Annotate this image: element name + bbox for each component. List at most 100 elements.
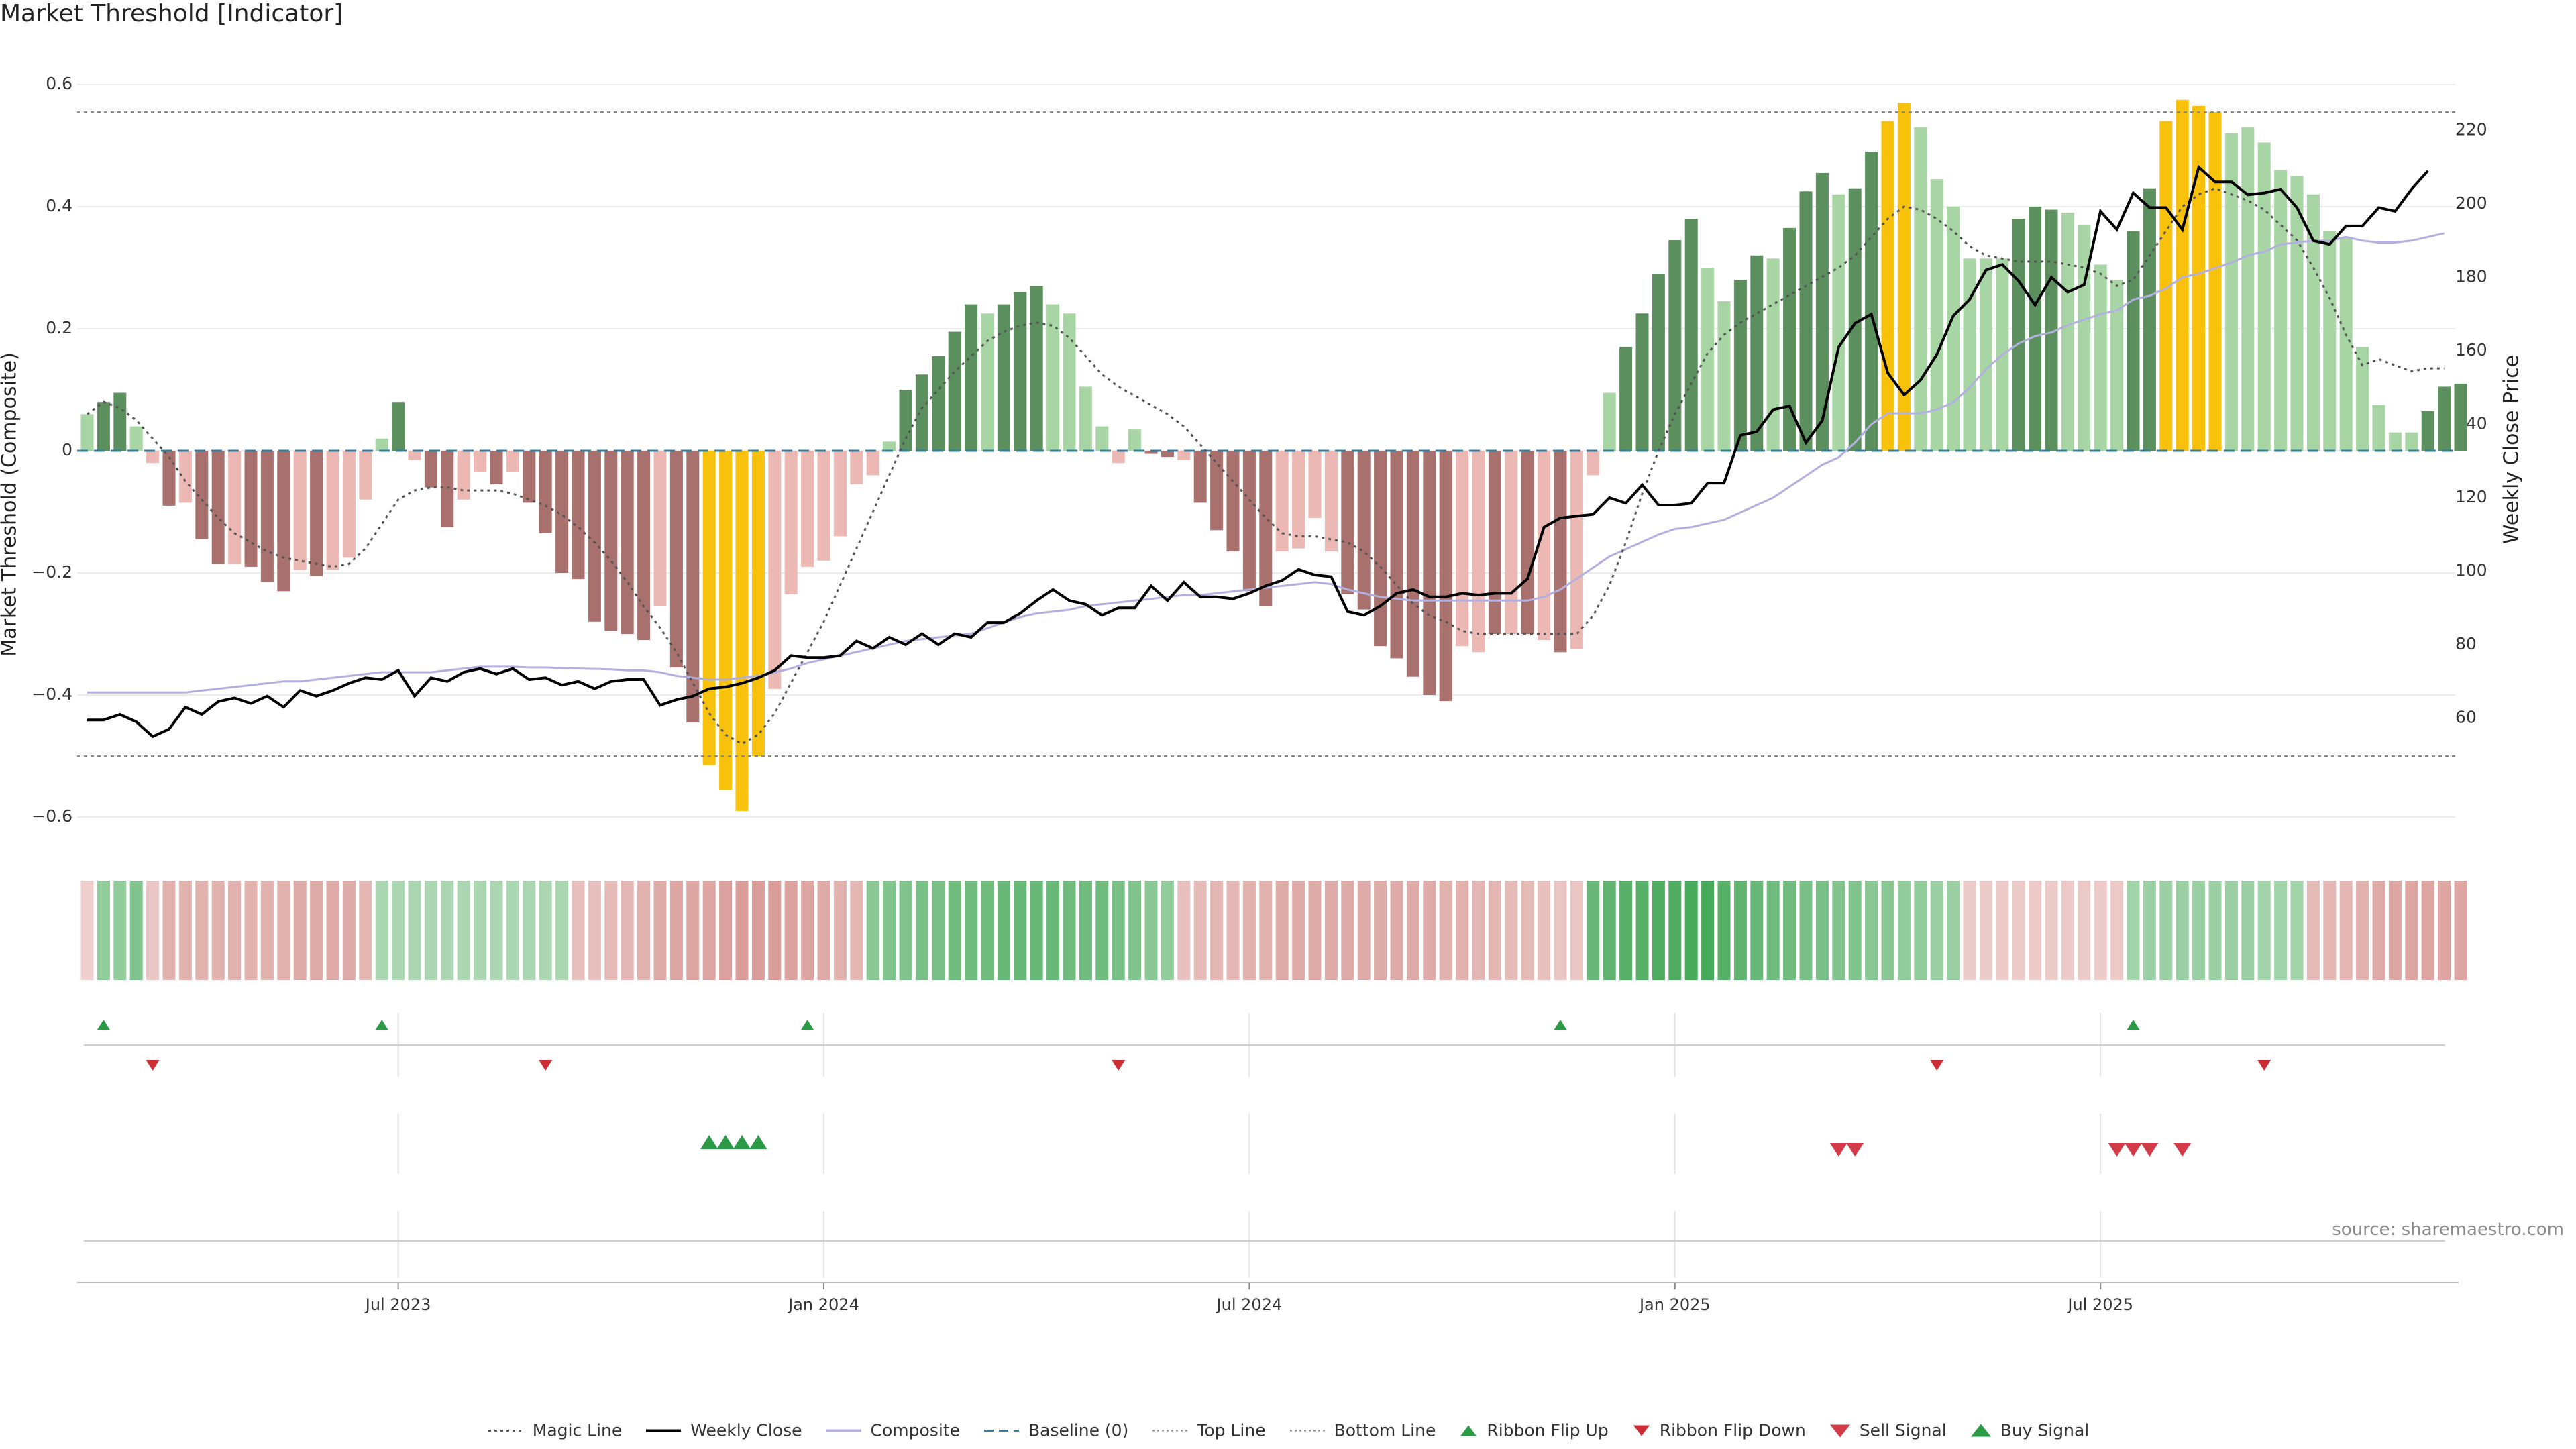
composite-bar [129, 426, 143, 451]
ribbon-cell [2290, 881, 2304, 980]
ribbon-cell [129, 881, 143, 980]
ribbon-cell [1439, 881, 1452, 980]
ribbon-cell [2356, 881, 2369, 980]
composite-bar [457, 451, 470, 500]
sell-signal-marker [2108, 1143, 2126, 1157]
composite-bar [801, 451, 814, 567]
composite-bar [1799, 191, 1813, 451]
ribbon-cell [1095, 881, 1109, 980]
ribbon-cell [1063, 881, 1076, 980]
ribbon-cell [1275, 881, 1289, 980]
composite-bar [1030, 286, 1043, 451]
composite-bar [2372, 405, 2385, 451]
composite-bar [1210, 451, 1224, 531]
ribbon-cell [1242, 881, 1256, 980]
composite-bar [1456, 451, 1469, 647]
ribbon-cell [1554, 881, 1567, 980]
ribbon-cell [2372, 881, 2385, 980]
ribbon-cell [1292, 881, 1305, 980]
composite-bar [637, 451, 651, 641]
legend-marker-sell-triangle-icon [1829, 1424, 1850, 1437]
ribbon-cell [1750, 881, 1764, 980]
composite-bar [1242, 451, 1256, 592]
ribbon-cell [2241, 881, 2255, 980]
composite-bar [1897, 103, 1911, 451]
composite-bar [555, 451, 569, 573]
legend-item-buy-signal: Buy Signal [1970, 1421, 2089, 1440]
ribbon-cell [342, 881, 356, 980]
ribbon-cell [768, 881, 782, 980]
composite-bar [2438, 386, 2451, 451]
composite-bar [424, 451, 437, 488]
legend-label-ribbon-flip-up: Ribbon Flip Up [1487, 1420, 1609, 1440]
composite-bar [2339, 237, 2353, 451]
composite-bar [719, 451, 733, 790]
legend-label-baseline: Baseline (0) [1028, 1420, 1129, 1440]
ribbon-cell [1799, 881, 1813, 980]
composite-bar [883, 441, 896, 451]
legend-item-ribbon-flip-down: Ribbon Flip Down [1631, 1421, 1806, 1440]
ribbon-cell [424, 881, 437, 980]
ribbon-cell [1881, 881, 1894, 980]
composite-bar [669, 451, 683, 668]
ribbon-cell [359, 881, 372, 980]
ribbon-cell [702, 881, 716, 980]
composite-bar [2045, 209, 2058, 451]
ribbon-cell [2339, 881, 2353, 980]
ribbon-cell [1406, 881, 1419, 980]
ribbon-cell [2094, 881, 2107, 980]
ribbon-cell [1766, 881, 1780, 980]
composite-bar [228, 451, 241, 564]
composite-bar [260, 451, 274, 582]
composite-bar [1488, 451, 1501, 634]
ribbon-cell [474, 881, 487, 980]
ribbon-cell [1046, 881, 1060, 980]
composite-bar [1046, 304, 1060, 451]
ribbon-cell [637, 881, 651, 980]
ribbon-cell [1030, 881, 1043, 980]
legend-item-ribbon-flip-up: Ribbon Flip Up [1458, 1420, 1609, 1440]
ribbon-cell [1112, 881, 1125, 980]
ribbon-cell [1587, 881, 1600, 980]
composite-bar [1259, 451, 1273, 607]
composite-bar [2061, 213, 2074, 451]
ribbon-cell [2224, 881, 2238, 980]
legend-label-ribbon-flip-down: Ribbon Flip Down [1659, 1420, 1806, 1440]
ribbon-cell [162, 881, 176, 980]
composite-bar [2224, 133, 2238, 451]
composite-bar [2323, 231, 2337, 451]
composite-bar [1014, 292, 1027, 451]
composite-bar [539, 451, 552, 533]
composite-bar [1128, 429, 1142, 451]
composite-bar [2306, 194, 2320, 451]
composite-bar [997, 304, 1010, 451]
ribbon-cell [490, 881, 503, 980]
ribbon-cell [833, 881, 847, 980]
composite-bar [195, 451, 209, 539]
right-axis-title: Weekly Close Price [2500, 354, 2524, 545]
composite-bar [2029, 207, 2042, 451]
composite-bar [293, 451, 307, 570]
ribbon-cell [1210, 881, 1224, 980]
composite-bar [981, 313, 994, 451]
composite-bar [162, 451, 176, 506]
composite-bar [850, 451, 863, 485]
composite-bar [948, 331, 961, 451]
sell-signal-marker [1829, 1143, 1847, 1157]
ribbon-cell [1144, 881, 1158, 980]
composite-bar [2143, 188, 2156, 451]
composite-bar [1521, 451, 1534, 634]
ribbon-cell [1848, 881, 1862, 980]
ribbon-cell [2061, 881, 2074, 980]
ribbon-cell [293, 881, 307, 980]
ribbon-cell [1374, 881, 1387, 980]
composite-bar [653, 451, 667, 607]
legend-swatch-bottom-line [1289, 1430, 1325, 1431]
composite-bar [1717, 301, 1731, 451]
composite-bar [342, 451, 356, 558]
composite-bar [866, 451, 879, 476]
ribbon-cell [751, 881, 765, 980]
ribbon-flip-up-marker [97, 1020, 111, 1030]
ribbon-cell [2438, 881, 2451, 980]
composite-bar [604, 451, 618, 631]
